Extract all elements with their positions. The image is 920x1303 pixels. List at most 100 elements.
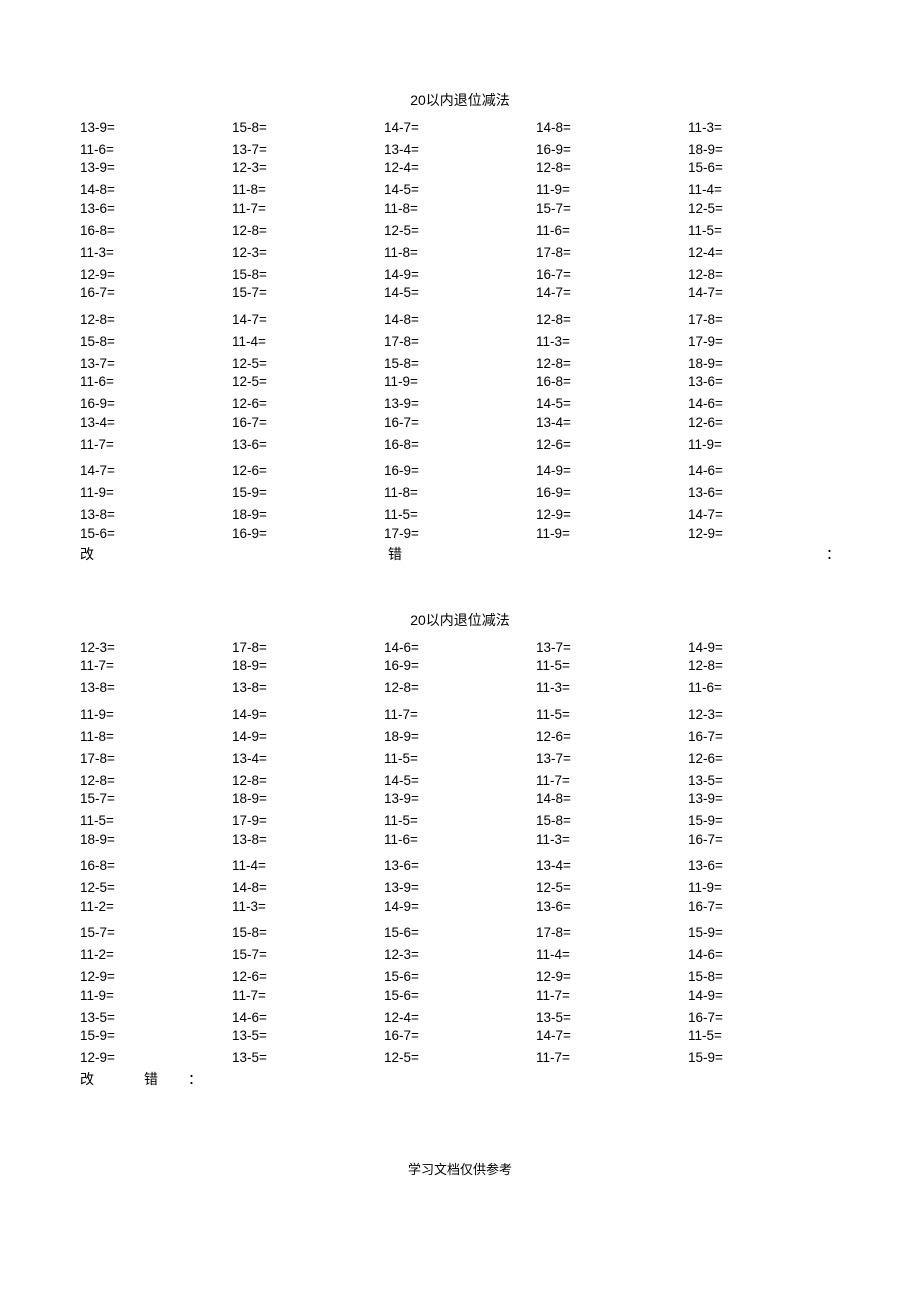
problem-cell: 12-8= (536, 352, 688, 374)
problem-cell: 14-5= (384, 769, 536, 791)
problem-cell: 12-6= (536, 725, 688, 747)
problem-cell: 16-7= (232, 415, 384, 434)
problem-cell: 17-9= (232, 810, 384, 832)
problem-cell: 13-8= (80, 677, 232, 699)
problem-cell: 13-4= (80, 415, 232, 434)
problem-cell: 13-6= (688, 850, 840, 877)
problem-cell: 12-6= (688, 415, 840, 434)
problem-cell: 16-7= (80, 285, 232, 304)
problem-cell: 15-7= (232, 285, 384, 304)
problem-cell: 17-9= (384, 526, 536, 545)
problem-cell: 11-9= (80, 988, 232, 1007)
problem-cell: 12-6= (232, 393, 384, 415)
problem-cell: 12-4= (384, 160, 536, 179)
footer-left: 改 (80, 544, 94, 564)
problem-cell: 12-9= (80, 263, 232, 285)
problem-cell: 13-4= (536, 850, 688, 877)
problem-cell: 12-8= (384, 677, 536, 699)
problem-cell: 11-8= (80, 725, 232, 747)
problem-cell: 11-4= (536, 944, 688, 966)
problem-cell: 14-6= (688, 455, 840, 482)
problem-cell: 13-8= (232, 677, 384, 699)
problem-cell: 13-5= (232, 1047, 384, 1069)
problem-cell: 12-9= (536, 504, 688, 526)
problem-cell: 16-7= (688, 899, 840, 918)
problem-cell: 15-7= (232, 944, 384, 966)
problem-cell: 15-6= (384, 988, 536, 1007)
problem-cell: 11-5= (384, 504, 536, 526)
problem-cell: 14-6= (384, 636, 536, 658)
problem-cell: 11-7= (536, 988, 688, 1007)
problem-cell: 15-6= (80, 526, 232, 545)
problem-cell: 14-7= (80, 455, 232, 482)
problem-cell: 11-2= (80, 944, 232, 966)
problem-cell: 17-8= (384, 330, 536, 352)
problem-cell: 15-8= (232, 917, 384, 944)
problem-cell: 12-5= (232, 352, 384, 374)
problem-cell: 14-8= (80, 179, 232, 201)
page-container: 20以内退位减法 13-9=15-8=14-7=14-8=11-3=11-6=1… (0, 0, 920, 1218)
problem-cell: 11-5= (384, 810, 536, 832)
problem-cell: 11-5= (688, 219, 840, 241)
problem-cell: 11-7= (80, 433, 232, 455)
problem-cell: 16-9= (384, 658, 536, 677)
problem-cell: 12-4= (688, 241, 840, 263)
problem-cell: 13-9= (688, 791, 840, 810)
problem-cell: 14-5= (384, 285, 536, 304)
problem-cell: 13-6= (384, 850, 536, 877)
problem-cell: 11-5= (384, 747, 536, 769)
problem-cell: 17-8= (536, 241, 688, 263)
problem-cell: 16-9= (384, 455, 536, 482)
problem-cell: 15-8= (232, 263, 384, 285)
problem-cell: 14-8= (384, 304, 536, 331)
problem-cell: 15-7= (536, 201, 688, 220)
problem-cell: 14-6= (232, 1006, 384, 1028)
problem-cell: 13-5= (80, 1006, 232, 1028)
problem-cell: 12-6= (688, 747, 840, 769)
worksheet2-title: 20以内退位减法 (80, 610, 840, 630)
problem-cell: 18-9= (232, 504, 384, 526)
problem-cell: 14-7= (232, 304, 384, 331)
problem-cell: 11-8= (384, 482, 536, 504)
problem-cell: 13-8= (232, 832, 384, 851)
problem-cell: 11-6= (384, 832, 536, 851)
footer-mid: 错 (388, 544, 402, 564)
problem-cell: 14-6= (688, 393, 840, 415)
problem-cell: 14-8= (536, 116, 688, 138)
problem-cell: 11-3= (232, 899, 384, 918)
problem-cell: 11-9= (688, 877, 840, 899)
problem-cell: 18-9= (384, 725, 536, 747)
problem-cell: 12-3= (232, 160, 384, 179)
problem-cell: 14-7= (536, 1028, 688, 1047)
problem-cell: 12-8= (80, 304, 232, 331)
problem-cell: 18-9= (232, 658, 384, 677)
worksheet2-footer: 改 错 ： (80, 1069, 840, 1089)
problem-cell: 16-7= (688, 832, 840, 851)
worksheet2-grid: 12-3=17-8=14-6=13-7=14-9=11-7=18-9=16-9=… (80, 636, 840, 1069)
problem-cell: 16-9= (80, 393, 232, 415)
problem-cell: 15-8= (384, 352, 536, 374)
problem-cell: 13-9= (384, 791, 536, 810)
problem-cell: 11-9= (384, 374, 536, 393)
problem-cell: 11-3= (536, 832, 688, 851)
problem-cell: 11-7= (80, 658, 232, 677)
problem-cell: 14-7= (384, 116, 536, 138)
problem-cell: 11-2= (80, 899, 232, 918)
problem-cell: 13-8= (80, 504, 232, 526)
problem-cell: 18-9= (80, 832, 232, 851)
problem-cell: 14-5= (384, 179, 536, 201)
problem-cell: 13-9= (384, 393, 536, 415)
problem-cell: 12-5= (688, 201, 840, 220)
problem-cell: 15-9= (688, 1047, 840, 1069)
problem-cell: 11-4= (232, 330, 384, 352)
problem-cell: 16-7= (688, 725, 840, 747)
problem-cell: 16-8= (80, 219, 232, 241)
problem-cell: 13-6= (536, 899, 688, 918)
problem-cell: 12-9= (80, 1047, 232, 1069)
problem-cell: 15-7= (80, 791, 232, 810)
problem-cell: 14-8= (232, 877, 384, 899)
problem-cell: 13-9= (80, 116, 232, 138)
problem-cell: 12-6= (536, 433, 688, 455)
problem-cell: 11-4= (232, 850, 384, 877)
problem-cell: 11-7= (232, 201, 384, 220)
